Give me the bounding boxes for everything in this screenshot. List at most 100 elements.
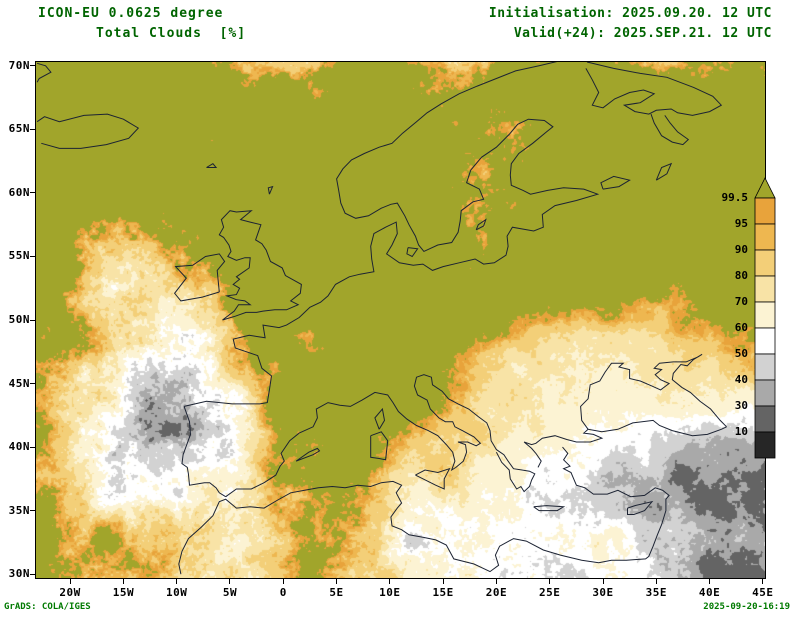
lon-tick-label: 20W: [59, 586, 81, 599]
color-bar-arrow: [754, 177, 776, 199]
coastline-path: [475, 218, 487, 231]
lon-tick-label: 5W: [222, 586, 238, 599]
coastline-path: [655, 162, 673, 181]
coastline-path: [295, 447, 321, 462]
lon-tick-label: 35E: [645, 586, 667, 599]
legend-level-label: 50: [734, 347, 748, 360]
lon-tick-mark: [69, 579, 71, 584]
color-bar-segment: [754, 301, 776, 329]
legend-level-label: 90: [734, 243, 748, 256]
lon-tick-label: 45E: [752, 586, 774, 599]
color-bar: [754, 177, 776, 459]
lon-tick-label: 15W: [112, 586, 135, 599]
coastline-path: [523, 419, 727, 468]
legend-level-label: 60: [734, 321, 748, 334]
color-bar-segment: [754, 249, 776, 277]
lat-tick-mark: [30, 128, 35, 130]
lat-tick-label: 65N: [8, 122, 30, 136]
lon-tick-label: 30E: [592, 586, 614, 599]
lon-tick-mark: [762, 579, 764, 584]
lat-tick-label: 40N: [8, 440, 30, 454]
coastline-path: [183, 62, 600, 407]
lat-tick-mark: [30, 319, 35, 321]
product-title: Total Clouds [%]: [96, 26, 247, 41]
lon-tick-label: 40E: [698, 586, 721, 599]
lat-tick-mark: [30, 383, 35, 385]
coastline-path: [173, 253, 226, 302]
coastline-path: [218, 210, 302, 321]
lon-tick-mark: [709, 579, 711, 584]
model-title: ICON-EU 0.0625 degree: [38, 6, 224, 21]
lon-tick-mark: [442, 579, 444, 584]
lat-tick-label: 35N: [8, 503, 30, 517]
color-bar-segment: [754, 405, 776, 433]
coastline-overlay: [36, 62, 727, 575]
cloud-cover-field: [36, 62, 765, 578]
lat-tick-label: 70N: [8, 58, 30, 72]
color-bar-segment: [754, 275, 776, 303]
lat-tick-label: 55N: [8, 249, 30, 263]
lat-tick-mark: [30, 446, 35, 448]
lon-tick-label: 20E: [485, 586, 508, 599]
lat-tick-mark: [30, 573, 35, 575]
lon-tick-mark: [122, 579, 124, 584]
lon-tick-mark: [336, 579, 338, 584]
color-bar-segment: [754, 197, 776, 225]
lat-tick-mark: [30, 255, 35, 257]
grads-credit: GrADS: COLA/IGES: [4, 602, 91, 612]
lon-tick-mark: [655, 579, 657, 584]
init-time-label: Initialisation: 2025.09.20. 12 UTC: [488, 6, 772, 21]
coastline-path: [406, 247, 419, 258]
coastline-path: [370, 431, 389, 461]
coastline-path: [650, 113, 690, 146]
legend-level-label: 70: [734, 295, 748, 308]
coastline-path: [181, 406, 226, 498]
lon-tick-label: 25E: [539, 586, 561, 599]
lon-tick-label: 5E: [329, 586, 344, 599]
lon-tick-label: 0: [279, 586, 287, 599]
coastline-path: [580, 353, 727, 430]
map-area: [35, 61, 766, 579]
lat-tick-mark: [30, 510, 35, 512]
color-bar-segment: [754, 379, 776, 407]
coastline-path: [585, 62, 723, 116]
lat-tick-label: 30N: [8, 567, 30, 581]
legend-level-label: 10: [734, 425, 748, 438]
lon-tick-mark: [389, 579, 391, 584]
lon-tick-mark: [176, 579, 178, 584]
color-bar-segment: [754, 431, 776, 459]
lon-tick-mark: [495, 579, 497, 584]
valid-time-label: Valid(+24): 2025.SEP.21. 12 UTC: [513, 26, 772, 41]
lat-tick-label: 45N: [8, 376, 30, 390]
lat-tick-label: 60N: [8, 185, 30, 199]
creation-timestamp: 2025-09-20-16:19: [703, 602, 790, 612]
color-legend: 99.5 95 90 80 70 60 50 40 30 10: [700, 176, 800, 468]
lon-tick-mark: [602, 579, 604, 584]
lat-tick-label: 50N: [8, 313, 30, 326]
coastline-path: [627, 500, 654, 515]
coastline-path: [206, 163, 218, 168]
coastline-path: [225, 374, 536, 498]
lon-tick-label: 10W: [165, 586, 188, 599]
legend-level-label: 30: [734, 399, 748, 412]
coastline-path: [36, 113, 140, 149]
coastline-path: [36, 62, 52, 83]
coastline-path: [533, 505, 566, 512]
legend-level-label: 95: [734, 217, 748, 230]
lat-tick-mark: [30, 65, 35, 67]
coastline-path: [415, 467, 451, 490]
lon-tick-mark: [229, 579, 231, 584]
lon-tick-label: 15E: [432, 586, 454, 599]
coastline-path: [374, 407, 386, 430]
coastline-path: [600, 175, 631, 190]
color-bar-segment: [754, 353, 776, 381]
legend-level-label: 40: [734, 373, 748, 386]
legend-level-label: 99.5: [721, 191, 749, 204]
legend-level-label: 80: [734, 269, 748, 282]
color-bar-segment: [754, 327, 776, 355]
lon-tick-mark: [282, 579, 284, 584]
lat-tick-mark: [30, 192, 35, 194]
lon-tick-mark: [549, 579, 551, 584]
coastline-path: [267, 185, 274, 195]
